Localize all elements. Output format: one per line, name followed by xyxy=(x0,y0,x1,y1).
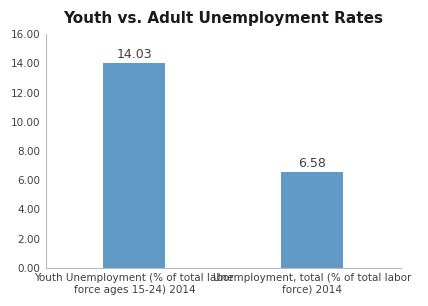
Bar xyxy=(281,172,343,268)
Text: 14.03: 14.03 xyxy=(116,48,152,61)
Text: 6.58: 6.58 xyxy=(298,156,326,170)
Bar xyxy=(103,63,165,268)
Title: Youth vs. Adult Unemployment Rates: Youth vs. Adult Unemployment Rates xyxy=(63,11,383,26)
